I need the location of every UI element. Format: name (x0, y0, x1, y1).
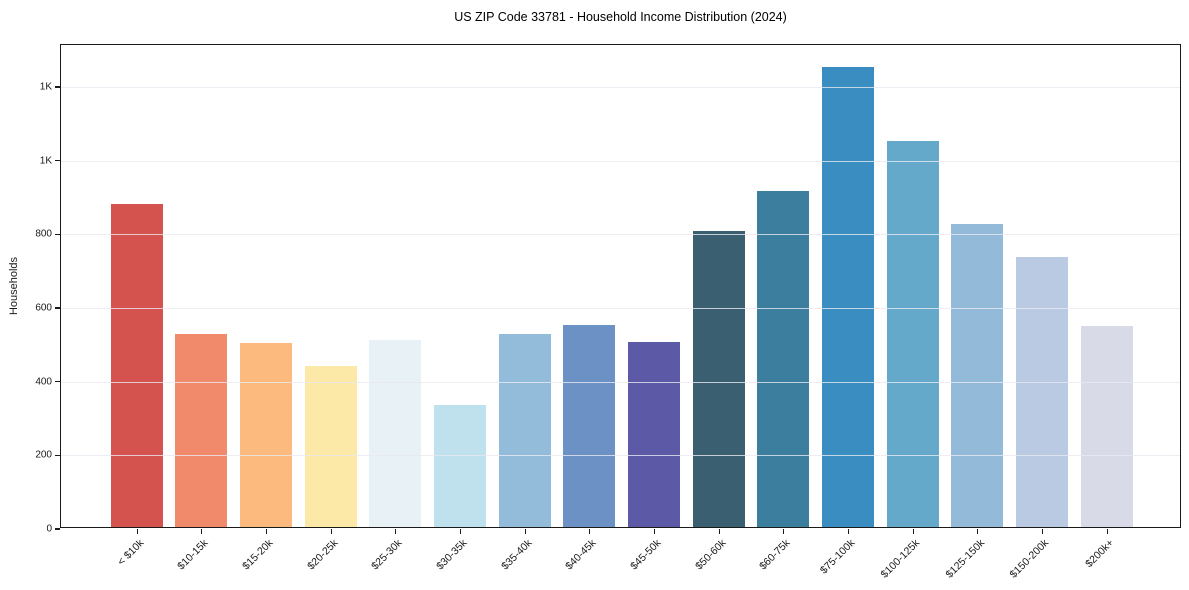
x-tick-12 (912, 528, 914, 534)
bar-< $10k (110, 203, 163, 527)
bar-$150-200k (1015, 257, 1068, 527)
bar-$25-30k (369, 340, 422, 527)
gridline-400 (61, 381, 1180, 383)
y-tick-label-0: 0 (46, 523, 52, 535)
bar-$75-100k (821, 66, 874, 527)
x-tick-label-5: $30-35k (434, 537, 470, 573)
gridline-600 (61, 307, 1180, 309)
x-tick-15 (1106, 528, 1108, 534)
gridline-1000 (61, 160, 1180, 162)
x-tick-13 (977, 528, 979, 534)
bar-$50-60k (692, 231, 745, 527)
bar-$35-40k (498, 334, 551, 527)
y-tick-label-6: 1K (39, 81, 52, 93)
x-tick-label-0: < $10k (114, 537, 146, 568)
x-tick-8 (653, 528, 656, 534)
y-tick-2 (54, 381, 60, 383)
x-tick-label-14: $150-200k (1007, 537, 1052, 581)
x-tick-label-11: $75-100k (817, 537, 858, 577)
x-tick-label-1: $10-15k (175, 537, 211, 573)
y-tick-label-1: 200 (35, 449, 52, 461)
x-tick-label-3: $20-25k (304, 537, 340, 573)
x-tick-14 (1041, 528, 1044, 534)
y-tick-6 (54, 86, 60, 88)
x-tick-10 (783, 528, 785, 534)
x-tick-11 (847, 528, 850, 534)
bar-$40-45k (563, 324, 616, 527)
y-tick-label-3: 600 (35, 302, 52, 314)
bar-$200k+ (1080, 325, 1133, 527)
y-axis-label: Households (8, 256, 20, 316)
bar-$30-35k (433, 405, 486, 527)
x-tick-4 (395, 528, 397, 534)
plot-area: < $10k $10-15k $15-20k $20-25k $25-30k $30-35… (35, 44, 1181, 581)
y-tick-5 (54, 160, 60, 162)
bar-$100-125k (886, 140, 939, 527)
x-tick-label-7: $40-45k (563, 537, 599, 573)
y-tick-0 (54, 528, 60, 530)
x-tick-0 (136, 528, 138, 534)
chart-title: US ZIP Code 33781 - Household Income Dis… (454, 10, 787, 24)
x-tick-label-13: $125-150k (943, 537, 987, 581)
gridline-800 (61, 234, 1180, 236)
x-tick-label-15: $200k+ (1082, 537, 1116, 571)
x-tick-label-10: $60-75k (757, 537, 793, 573)
x-tick-9 (718, 528, 720, 534)
y-tick-label-5: 1K (39, 155, 52, 167)
gridline-200 (61, 455, 1180, 457)
y-tick-4 (54, 233, 60, 235)
y-tick-1 (54, 454, 60, 456)
x-tick-1 (201, 528, 203, 534)
x-tick-5 (459, 528, 462, 534)
bar-$125-150k (951, 224, 1004, 527)
x-tick-label-12: $100-125k (878, 537, 922, 581)
bar-$10-15k (175, 333, 228, 527)
bar-$15-20k (239, 343, 292, 527)
gridline-1200 (61, 86, 1180, 88)
x-tick-7 (589, 528, 591, 534)
bar-$20-25k (304, 366, 357, 527)
x-tick-label-4: $25-30k (369, 537, 405, 573)
x-tick-6 (524, 528, 526, 534)
x-tick-label-2: $15-20k (240, 537, 276, 573)
x-tick-2 (265, 528, 268, 534)
bar-$60-75k (757, 191, 810, 527)
x-tick-label-6: $35-40k (498, 537, 534, 573)
x-tick-3 (330, 528, 332, 534)
y-tick-label-4: 800 (35, 228, 52, 240)
x-tick-label-8: $45-50k (628, 537, 664, 573)
y-tick-label-2: 400 (35, 376, 52, 388)
bar-$45-50k (627, 342, 680, 527)
x-tick-label-9: $50-60k (692, 537, 728, 573)
y-tick-3 (54, 307, 60, 309)
